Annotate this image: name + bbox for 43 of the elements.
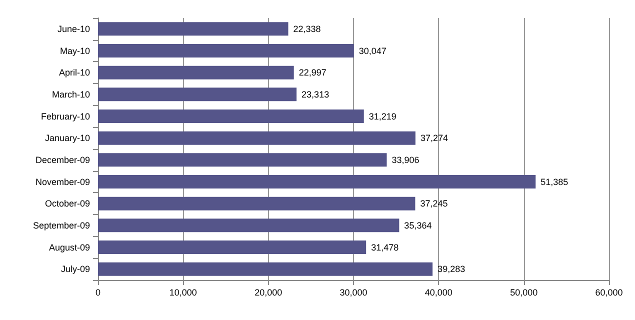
- y-tick-label: October-09: [44, 198, 90, 209]
- bar: [98, 109, 364, 124]
- bar: [98, 262, 433, 276]
- y-tick-label: August-09: [48, 242, 90, 252]
- y-tick-label: December-09: [35, 154, 90, 165]
- y-tick-label: September-09: [32, 220, 90, 230]
- data-label: 37,274: [420, 133, 448, 144]
- x-tick-label: 30,000: [340, 288, 368, 298]
- bar: [98, 240, 366, 254]
- bar: [98, 153, 387, 167]
- bar: [98, 44, 354, 58]
- bar: [98, 131, 416, 145]
- bar: [98, 88, 297, 102]
- y-tick-label: February-10: [40, 111, 90, 122]
- data-label: 22,338: [293, 24, 321, 34]
- data-label: 31,478: [371, 242, 399, 252]
- y-tick-label: January-10: [44, 133, 90, 144]
- data-label: 51,385: [540, 176, 568, 187]
- x-tick-label: 10,000: [169, 288, 197, 298]
- data-label: 33,906: [392, 154, 420, 165]
- y-tick-label: November-09: [35, 176, 90, 187]
- y-tick-label: April-10: [58, 68, 90, 78]
- bar: [98, 196, 416, 210]
- x-tick-label: 50,000: [510, 288, 538, 298]
- data-label: 35,364: [404, 220, 432, 230]
- data-label: 30,047: [358, 46, 386, 56]
- bar: [98, 22, 288, 36]
- y-tick-label: May-10: [60, 46, 90, 56]
- bar: [98, 174, 536, 189]
- data-label: 31,219: [368, 111, 396, 122]
- x-tick-label: 40,000: [424, 288, 452, 298]
- y-tick-label: March-10: [52, 89, 90, 100]
- y-tick-label: June-10: [57, 24, 90, 34]
- data-label: 39,283: [438, 264, 466, 274]
- y-tick-label: July-09: [60, 264, 90, 274]
- data-label: 23,313: [302, 89, 330, 100]
- x-tick-label: 20,000: [254, 288, 282, 298]
- data-label: 22,997: [298, 68, 326, 78]
- x-tick-label: 0: [95, 288, 101, 298]
- data-label: 37,245: [420, 198, 448, 209]
- x-tick-label: 60,000: [595, 288, 623, 298]
- bar: [98, 218, 400, 232]
- bar: [98, 66, 294, 80]
